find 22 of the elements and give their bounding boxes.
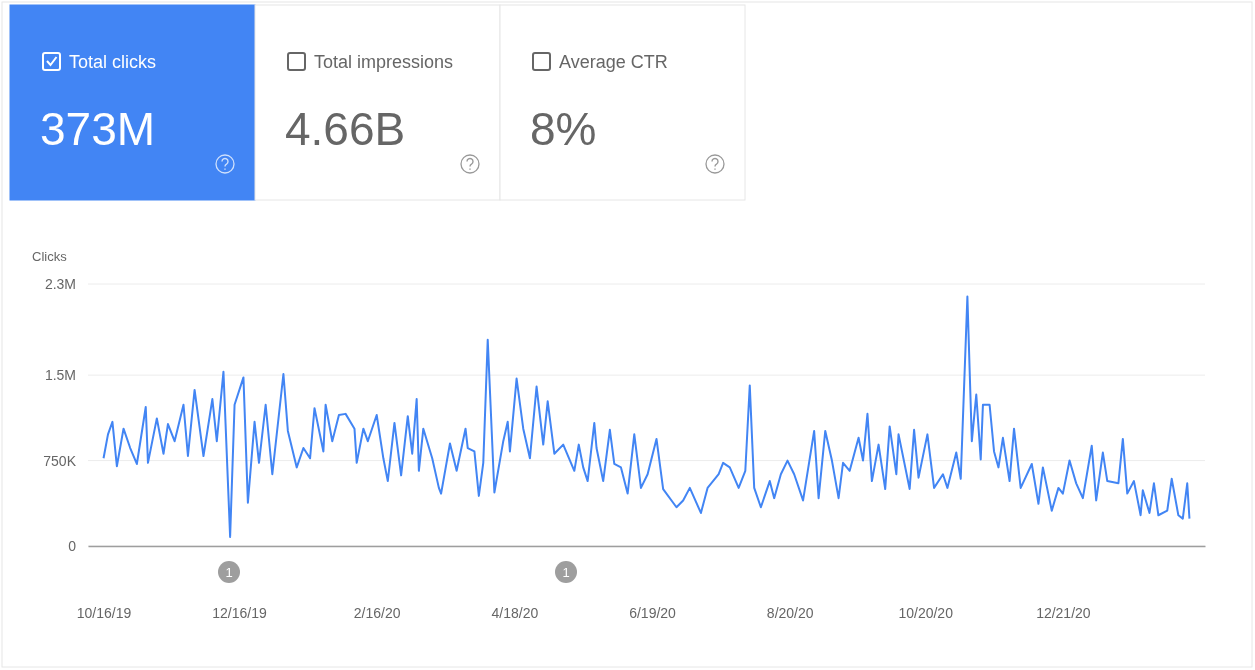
text: 1 bbox=[562, 565, 570, 580]
x-tick-label: 10/16/19 bbox=[76, 604, 132, 621]
x-tick-label: 12/21/20 bbox=[1036, 604, 1091, 621]
text: Total clicks bbox=[69, 52, 157, 72]
x-tick-label: 10/20/20 bbox=[898, 604, 954, 621]
text: 8% bbox=[530, 103, 597, 155]
x-tick-label: 6/19/20 bbox=[629, 604, 677, 621]
y-tick-label: 2.3M bbox=[44, 275, 76, 292]
text: Total impressions bbox=[314, 52, 454, 72]
y-tick-label: 750K bbox=[43, 452, 77, 469]
text: 373M bbox=[40, 103, 156, 155]
text: Average CTR bbox=[559, 52, 668, 72]
text: 1 bbox=[225, 565, 233, 580]
y-tick-label: 1.5M bbox=[44, 367, 76, 384]
y-tick-label: 0 bbox=[68, 537, 77, 554]
x-tick-label: 12/16/19 bbox=[212, 604, 267, 621]
x-tick-label: 2/16/20 bbox=[353, 604, 401, 621]
x-tick-label: 8/20/20 bbox=[766, 604, 814, 621]
y-axis-title: Clicks bbox=[32, 249, 68, 264]
line-series bbox=[102, 295, 1191, 538]
x-tick-label: 4/18/20 bbox=[491, 604, 539, 621]
text: 4.66B bbox=[285, 103, 406, 155]
